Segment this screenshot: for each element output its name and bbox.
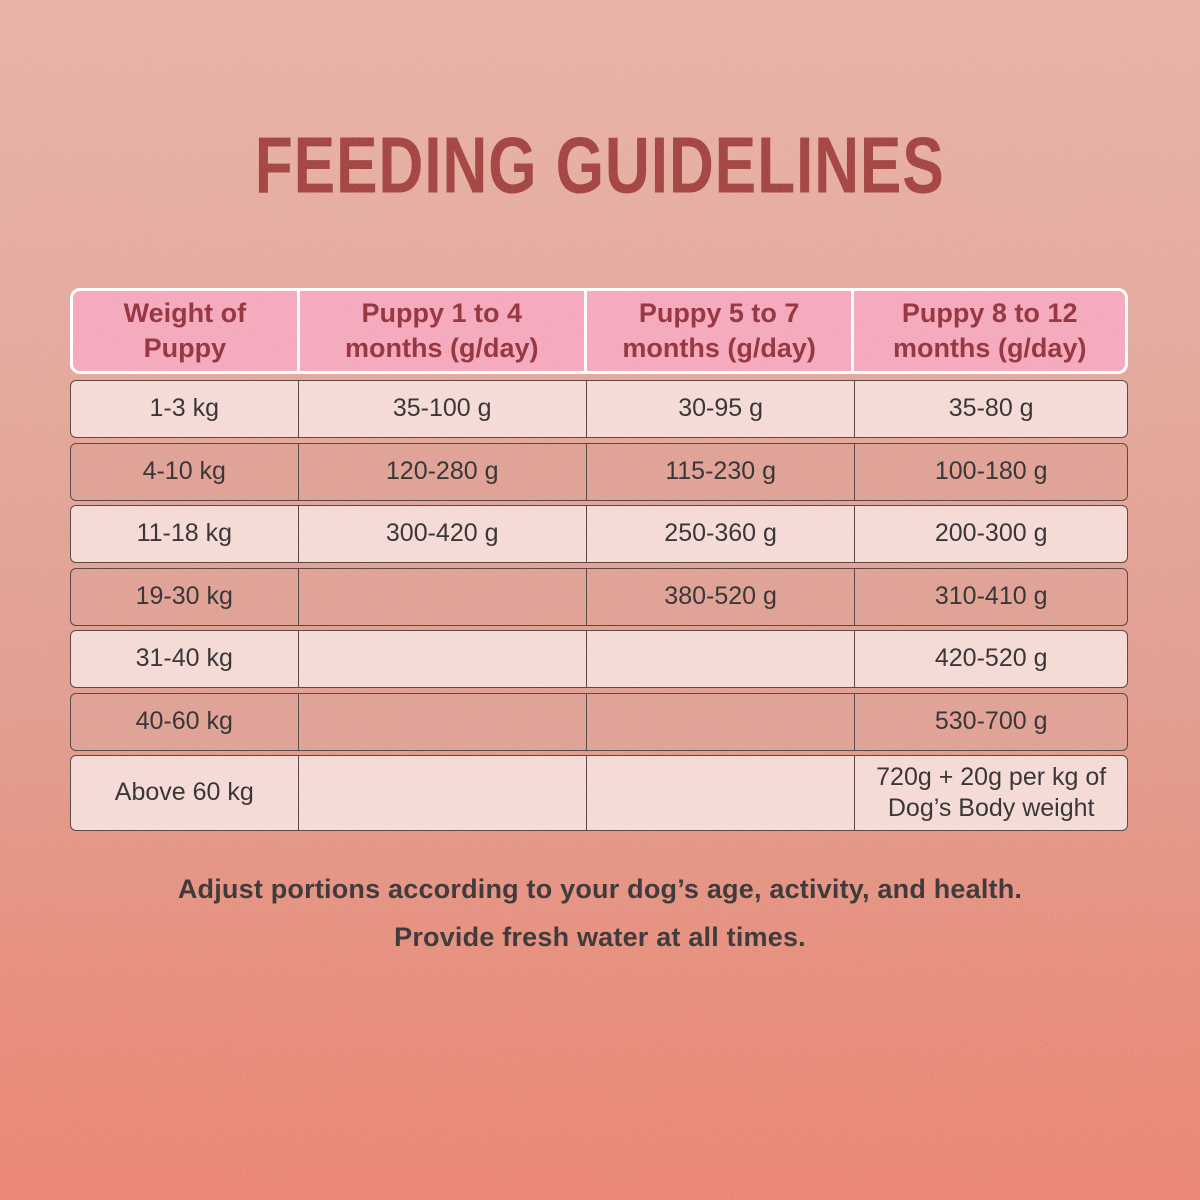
amount-cell: 200-300 g xyxy=(934,519,1048,548)
weight-cell: 19-30 kg xyxy=(71,568,299,625)
weight-cell: 4-10 kg xyxy=(71,443,299,500)
weight-cell: 11-18 kg xyxy=(71,506,299,562)
page-title-wrap: FEEDING GUIDELINES xyxy=(0,120,1200,211)
amount-cell xyxy=(299,693,587,750)
amount-cell xyxy=(299,756,587,830)
table-row: 40-60 kg 530-700 g xyxy=(70,692,1128,751)
feeding-table: Weight of Puppy Puppy 1 to 4 months (g/d… xyxy=(70,288,1128,836)
header-cell-weight: Weight of Puppy xyxy=(73,291,300,371)
table-header-row: Weight of Puppy Puppy 1 to 4 months (g/d… xyxy=(70,288,1128,374)
weight-cell: Above 60 kg xyxy=(71,756,299,830)
amount-cell: 250-360 g xyxy=(587,506,856,562)
amount-cell: 120-280 g xyxy=(299,443,587,500)
header-cell-1-4-months: Puppy 1 to 4 months (g/day) xyxy=(300,291,587,371)
footer-note-portions: Adjust portions according to your dog’s … xyxy=(177,874,1023,904)
amount-cell: 720g + 20g per kg of Dog’s Body weight xyxy=(876,762,1107,822)
table-row: 31-40 kg 420-520 g xyxy=(70,630,1128,688)
header-cell-5-7-months: Puppy 5 to 7 months (g/day) xyxy=(587,291,855,371)
footer-note-water: Provide fresh water at all times. xyxy=(394,922,806,952)
amount-cell: 35-100 g xyxy=(299,381,587,437)
weight-cell: 40-60 kg xyxy=(71,693,299,750)
table-row: Above 60 kg 720g + 20g per kg of Dog’s Bo… xyxy=(70,755,1128,831)
weight-cell: 1-3 kg xyxy=(71,381,299,437)
amount-cell: 380-520 g xyxy=(587,568,856,625)
page-title: FEEDING GUIDELINES xyxy=(255,120,945,211)
amount-cell xyxy=(299,568,587,625)
amount-cell: 35-80 g xyxy=(948,394,1034,423)
amount-cell xyxy=(587,693,856,750)
weight-cell: 31-40 kg xyxy=(71,631,299,687)
amount-cell: 115-230 g xyxy=(587,443,856,500)
header-cell-8-12-months: Puppy 8 to 12 months (g/day) xyxy=(892,297,1087,363)
amount-cell: 530-700 g xyxy=(934,706,1048,735)
table-row: 11-18 kg 300-420 g 250-360 g 200-300 g xyxy=(70,505,1128,563)
table-row: 1-3 kg 35-100 g 30-95 g 35-80 g xyxy=(70,380,1128,438)
amount-cell: 30-95 g xyxy=(587,381,856,437)
amount-cell xyxy=(299,631,587,687)
table-body: 1-3 kg 35-100 g 30-95 g 35-80 g 4-10 kg 120-2… xyxy=(70,380,1128,831)
table-row: 19-30 kg 380-520 g 310-410 g xyxy=(70,567,1128,626)
table-row: 4-10 kg 120-280 g 115-230 g 100-180 g xyxy=(70,442,1128,501)
amount-cell xyxy=(587,756,856,830)
amount-cell: 100-180 g xyxy=(934,456,1048,485)
footer-notes: Adjust portions according to your dog’s … xyxy=(0,874,1200,970)
amount-cell: 420-520 g xyxy=(934,644,1048,673)
amount-cell xyxy=(587,631,856,687)
amount-cell: 300-420 g xyxy=(299,506,587,562)
amount-cell: 310-410 g xyxy=(934,581,1048,610)
